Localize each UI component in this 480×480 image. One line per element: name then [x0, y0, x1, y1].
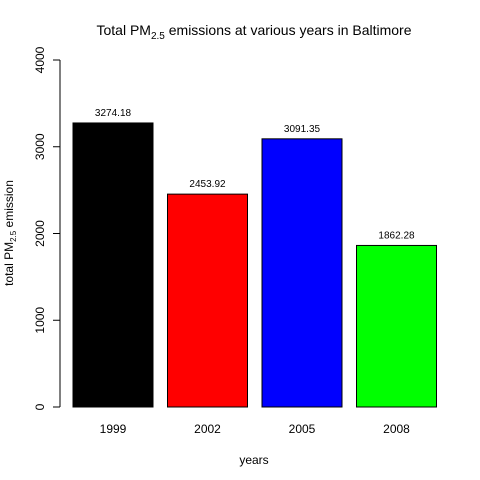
y-tick-label: 4000 — [33, 46, 47, 73]
x-tick-label: 2002 — [194, 422, 221, 436]
y-axis: 0 1000 2000 3000 4000 — [33, 46, 61, 410]
x-tick-label: 2008 — [383, 422, 410, 436]
chart-title-prefix: Total PM — [96, 22, 150, 38]
x-axis-label: years — [239, 453, 268, 467]
y-tick-label: 0 — [33, 403, 47, 410]
bar-value-label: 1862.28 — [378, 230, 415, 241]
bar-2002 — [167, 193, 248, 408]
bar-value-label: 2453.92 — [189, 179, 226, 190]
bar-value-label: 3091.35 — [284, 124, 321, 135]
bar-2005 — [261, 138, 343, 408]
x-tick-labels: 1999 2002 2005 2008 — [100, 422, 411, 436]
y-tick-label: 3000 — [33, 133, 47, 160]
y-axis-label-suffix: emission — [2, 180, 16, 231]
x-tick-label: 2005 — [289, 422, 316, 436]
chart-title-subscript: 2.5 — [151, 31, 165, 42]
bar-value-label: 3274.18 — [95, 108, 132, 119]
chart-title: Total PM2.5 emissions at various years i… — [96, 22, 411, 42]
chart-title-suffix: emissions at various years in Baltimore — [165, 22, 412, 38]
x-tick-label: 1999 — [100, 422, 127, 436]
bar-1999 — [72, 122, 154, 408]
bar-value-labels: 3274.18 2453.92 3091.35 1862.28 — [95, 108, 415, 241]
bar-2008 — [356, 244, 437, 408]
y-axis-label: total PM2.5 emission — [2, 180, 18, 286]
y-tick-label: 1000 — [33, 307, 47, 334]
y-tick-label: 2000 — [33, 220, 47, 247]
bars — [72, 122, 437, 408]
y-axis-label-subscript: 2.5 — [9, 230, 18, 242]
y-axis-label-prefix: total PM — [2, 242, 16, 286]
